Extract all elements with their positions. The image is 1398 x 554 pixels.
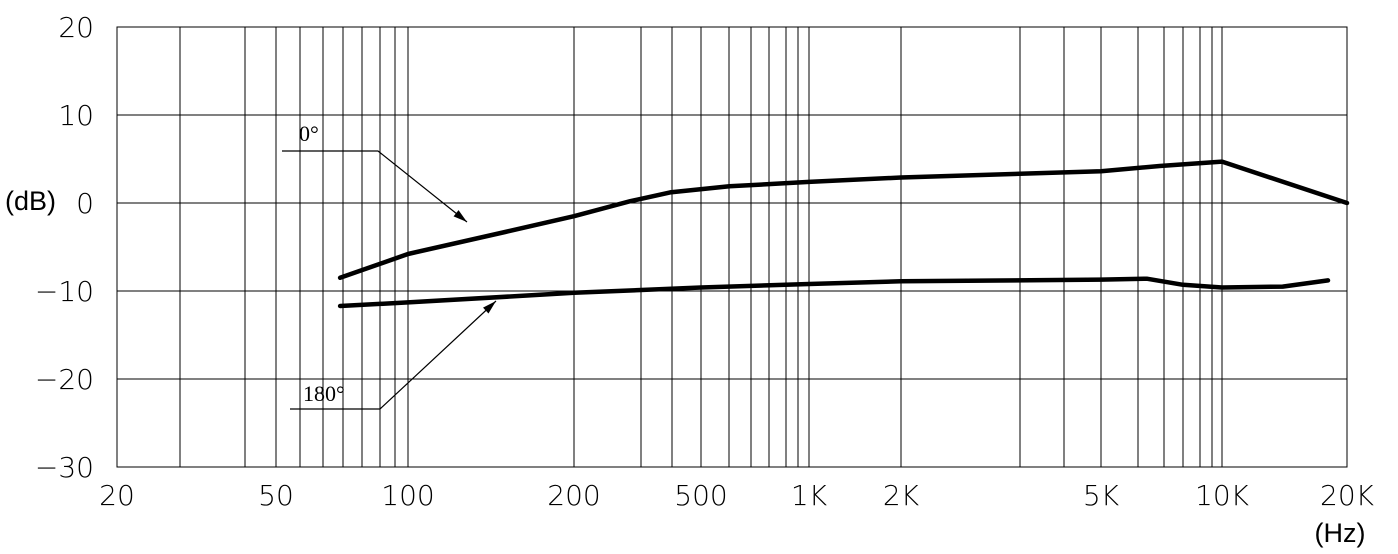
curves bbox=[337, 159, 1350, 309]
leader-0deg-arrowhead bbox=[453, 210, 467, 222]
leader-180deg-line bbox=[290, 300, 497, 410]
y-tick-label: 0 bbox=[76, 187, 94, 220]
x-tick-label: 100 bbox=[381, 479, 434, 512]
y-tick-label: −20 bbox=[35, 363, 94, 396]
annotation-leaders bbox=[282, 150, 497, 410]
y-tick-labels: 20 10 0 −10 −20 −30 bbox=[35, 11, 94, 484]
x-tick-label: 2K bbox=[883, 479, 920, 512]
x-tick-label: 5K bbox=[1083, 479, 1120, 512]
y-tick-label: −10 bbox=[35, 275, 94, 308]
x-tick-label: 200 bbox=[547, 479, 600, 512]
x-tick-label: 50 bbox=[258, 479, 294, 512]
series-label-0deg: 0° bbox=[299, 121, 319, 146]
plot-frame bbox=[116, 26, 1348, 468]
y-axis-unit: (dB) bbox=[5, 186, 56, 216]
x-tick-label: 500 bbox=[674, 479, 727, 512]
x-axis-unit: (Hz) bbox=[1315, 518, 1366, 548]
series-line-180deg bbox=[337, 276, 1331, 309]
x-tick-label: 20K bbox=[1320, 479, 1375, 512]
series-label-180deg: 180° bbox=[303, 381, 345, 406]
y-tick-label: 10 bbox=[58, 99, 94, 132]
leader-180deg-arrowhead bbox=[483, 301, 496, 314]
x-tick-labels: 20 50 100 200 500 1K 2K 5K 10K 20K bbox=[99, 479, 1374, 512]
series-line-0deg bbox=[337, 159, 1350, 281]
x-tick-label: 10K bbox=[1195, 479, 1250, 512]
leader-0deg-line bbox=[282, 150, 468, 223]
x-tick-label: 1K bbox=[791, 479, 828, 512]
x-tick-label: 20 bbox=[99, 479, 135, 512]
horizontal-gridlines bbox=[117, 114, 1347, 380]
vertical-gridlines bbox=[179, 27, 1223, 467]
y-tick-label: −30 bbox=[35, 451, 94, 484]
y-tick-label: 20 bbox=[58, 11, 94, 44]
